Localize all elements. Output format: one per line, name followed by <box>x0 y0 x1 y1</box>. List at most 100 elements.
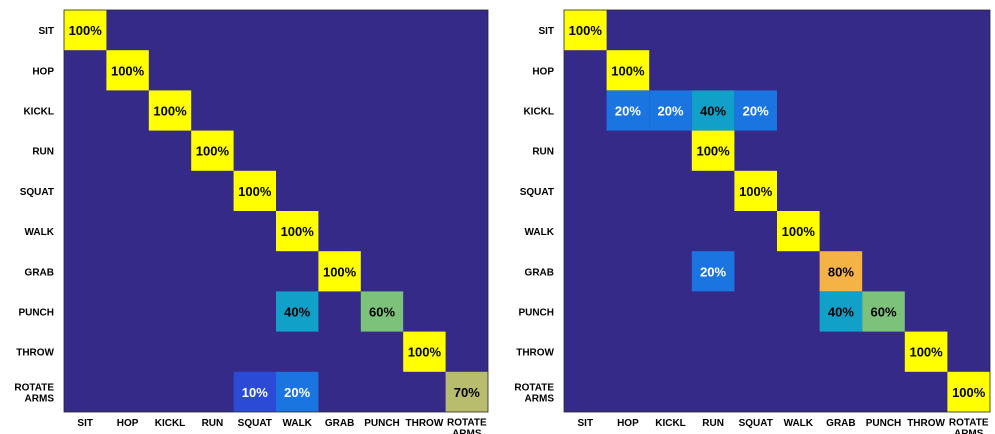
row-label-line: GRAB <box>25 267 54 278</box>
column-label-line: RUN <box>702 418 724 429</box>
row-label-line: HOP <box>32 66 54 77</box>
heatmap-cell <box>606 50 650 91</box>
column-label: ROTATE ARMS <box>447 418 487 434</box>
row-label: SIT <box>38 26 54 37</box>
heatmap-cell <box>403 331 446 372</box>
row-label: WALK <box>25 227 55 238</box>
heatmap-cell <box>904 331 948 372</box>
cell-value-label: 100% <box>196 144 230 159</box>
cell-value-label: 20% <box>615 104 641 119</box>
column-label: GRAB <box>325 418 354 429</box>
cell-value-label: 100% <box>696 144 730 159</box>
row-label: PUNCH <box>18 308 54 319</box>
column-label-line: RUN <box>202 418 224 429</box>
column-label: RUN <box>202 418 224 429</box>
row-label-line: PUNCH <box>518 308 554 319</box>
column-label-line: ROTATE <box>949 418 989 429</box>
heatmap-cell <box>106 50 149 91</box>
column-label: RUN <box>702 418 724 429</box>
column-label-line: SQUAT <box>238 418 272 429</box>
column-label: SIT <box>77 418 93 429</box>
heatmap-cell <box>734 90 777 131</box>
heatmap-cell <box>777 211 820 252</box>
row-label: HOP <box>532 66 554 77</box>
row-label: RUN <box>532 147 554 158</box>
column-label-line: KICKL <box>155 418 186 429</box>
column-label-line: KICKL <box>655 418 686 429</box>
row-label: SQUAT <box>20 187 54 198</box>
heatmap-cell <box>691 251 735 292</box>
column-label: SQUAT <box>739 418 773 429</box>
column-label-line: PUNCH <box>364 418 400 429</box>
column-label: SQUAT <box>238 418 272 429</box>
cell-value-label: 20% <box>657 104 683 119</box>
cell-value-label: 100% <box>952 385 986 400</box>
heatmap-cell <box>691 130 735 171</box>
column-label: SIT <box>578 418 594 429</box>
heatmap-cell <box>691 90 735 131</box>
column-label-line: PUNCH <box>866 418 902 429</box>
row-label-line: SQUAT <box>20 187 54 198</box>
column-label: THROW <box>406 418 444 429</box>
row-label-line: KICKL <box>523 107 554 118</box>
column-label: THROW <box>907 418 945 429</box>
row-label: WALK <box>525 227 555 238</box>
column-label-line: THROW <box>907 418 945 429</box>
column-label: PUNCH <box>364 418 400 429</box>
cell-value-label: 100% <box>323 264 357 279</box>
row-label-line: ROTATE <box>514 382 554 393</box>
heatmap-cell <box>606 90 650 131</box>
row-label-line: RUN <box>32 147 54 158</box>
cell-value-label: 100% <box>739 184 773 199</box>
heatmap-cell <box>734 170 777 211</box>
column-label-line: WALK <box>784 418 814 429</box>
cell-value-label: 10% <box>242 385 268 400</box>
heatmap-cell <box>276 291 319 332</box>
row-label: THROW <box>516 348 554 359</box>
row-label-line: THROW <box>516 348 554 359</box>
row-label: KICKL <box>523 107 554 118</box>
row-label-line: KICKL <box>23 107 54 118</box>
column-label: WALK <box>784 418 814 429</box>
column-label: KICKL <box>155 418 186 429</box>
cell-value-label: 60% <box>870 305 896 320</box>
heatmap-cell <box>148 90 192 131</box>
row-label: GRAB <box>525 267 554 278</box>
row-label: SQUAT <box>520 187 554 198</box>
column-label: HOP <box>117 418 139 429</box>
column-label: WALK <box>282 418 312 429</box>
row-label: ROTATE ARMS <box>514 382 554 404</box>
cell-value-label: 60% <box>369 305 395 320</box>
cell-value-label: 100% <box>69 23 103 38</box>
heatmap-cell <box>862 291 905 332</box>
row-label-line: ARMS <box>25 393 55 404</box>
row-label: ROTATE ARMS <box>14 382 54 404</box>
column-label-line: SIT <box>77 418 93 429</box>
heatmap-cell <box>276 371 319 412</box>
cell-value-label: 100% <box>782 224 816 239</box>
row-label-line: WALK <box>525 227 555 238</box>
cell-value-label: 20% <box>700 264 726 279</box>
heatmap-cell <box>649 90 692 131</box>
heatmap-cell <box>276 211 319 252</box>
column-label-line: HOP <box>617 418 639 429</box>
heatmap-left: 100% 100% 100% 100% 100% 100% 100% 40% 60% 100% 10… <box>14 9 489 434</box>
row-label-line: PUNCH <box>18 308 54 319</box>
column-label-line: WALK <box>282 418 312 429</box>
cell-value-label: 20% <box>743 104 769 119</box>
column-label: KICKL <box>655 418 686 429</box>
heatmap-cell <box>445 371 488 412</box>
row-label-line: SQUAT <box>520 187 554 198</box>
heatmap-cell <box>819 251 863 292</box>
column-label-line: THROW <box>406 418 444 429</box>
column-label-line: SIT <box>578 418 594 429</box>
heatmap-frame <box>63 9 489 413</box>
row-label-line: ROTATE <box>14 382 54 393</box>
column-label: ROTATE ARMS <box>949 418 989 434</box>
row-label: SIT <box>538 26 554 37</box>
column-label-line: HOP <box>117 418 139 429</box>
cell-value-label: 80% <box>828 264 854 279</box>
cell-value-label: 100% <box>111 63 145 78</box>
row-label-line: ARMS <box>525 393 555 404</box>
